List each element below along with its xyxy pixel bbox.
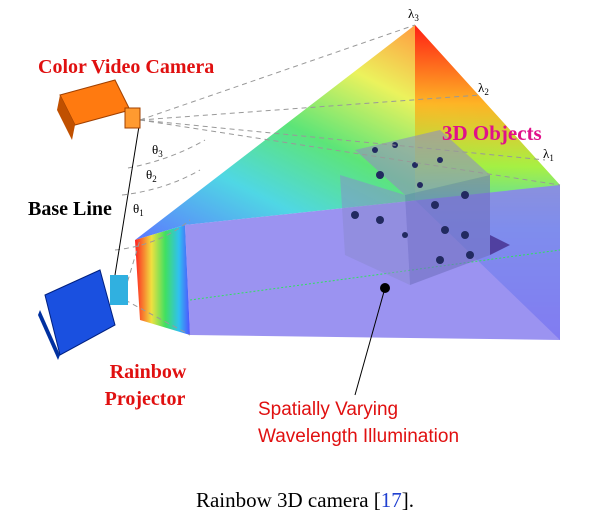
camera	[57, 79, 141, 140]
baseline-label: Base Line	[28, 198, 112, 220]
caption: Rainbow 3D camera [17].	[196, 488, 414, 512]
cube	[340, 130, 510, 396]
symbol: θ	[146, 167, 152, 182]
wavelength-label: λ3	[408, 6, 419, 23]
angle-label: θ3	[152, 142, 163, 159]
illumination-label: Spatially Varying	[258, 399, 398, 420]
subscript: 1	[139, 208, 144, 218]
caption-text: Rainbow 3D camera [	[196, 488, 381, 512]
objects-label: 3D Objects	[442, 121, 542, 145]
wavelength-label: λ1	[543, 146, 554, 163]
projector	[38, 269, 128, 360]
caption-end: ].	[402, 488, 414, 512]
rays	[114, 24, 561, 336]
projector-label: Projector	[105, 388, 186, 410]
subscript: 3	[414, 13, 419, 23]
angle-label: θ1	[133, 201, 144, 218]
base-line	[114, 119, 141, 276]
subscript: 3	[158, 149, 163, 159]
illumination-label: Wavelength Illumination	[258, 426, 459, 447]
symbol: λ	[408, 6, 415, 21]
subscript: 2	[484, 87, 489, 97]
symbol: θ	[152, 142, 158, 157]
symbol: λ	[543, 146, 550, 161]
subscript: 1	[549, 153, 554, 163]
angle-label: θ2	[146, 167, 157, 184]
projector-label: Rainbow	[110, 361, 187, 383]
camera-label: Color Video Camera	[38, 56, 214, 78]
citation[interactable]: 17	[381, 488, 402, 512]
subscript: 2	[152, 174, 157, 184]
symbol: λ	[478, 80, 485, 95]
symbol: θ	[133, 201, 139, 216]
wavelength-label: λ2	[478, 80, 489, 97]
